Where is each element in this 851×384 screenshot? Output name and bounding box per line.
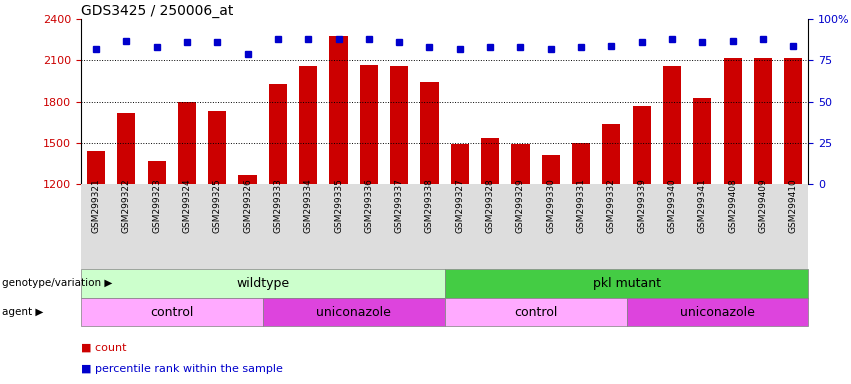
Text: GDS3425 / 250006_at: GDS3425 / 250006_at: [81, 4, 233, 18]
Text: uniconazole: uniconazole: [317, 306, 391, 318]
Bar: [451, 144, 469, 184]
Bar: [694, 98, 711, 184]
Bar: [329, 36, 347, 184]
Bar: [723, 58, 742, 184]
Bar: [87, 151, 105, 184]
Text: ■ count: ■ count: [81, 343, 126, 353]
Bar: [208, 111, 226, 184]
Bar: [784, 58, 802, 184]
Text: agent ▶: agent ▶: [2, 307, 43, 317]
Text: uniconazole: uniconazole: [680, 306, 755, 318]
Bar: [238, 175, 257, 184]
Bar: [603, 124, 620, 184]
Bar: [632, 106, 651, 184]
Bar: [360, 65, 378, 184]
Bar: [178, 102, 196, 184]
Bar: [299, 66, 317, 184]
Bar: [269, 84, 287, 184]
Text: genotype/variation ▶: genotype/variation ▶: [2, 278, 112, 288]
Bar: [572, 143, 590, 184]
Bar: [481, 137, 500, 184]
Text: control: control: [150, 306, 193, 318]
Bar: [511, 144, 529, 184]
Bar: [663, 66, 681, 184]
Text: pkl mutant: pkl mutant: [592, 277, 660, 290]
Bar: [754, 58, 772, 184]
Bar: [117, 113, 135, 184]
Bar: [147, 161, 166, 184]
Text: ■ percentile rank within the sample: ■ percentile rank within the sample: [81, 364, 283, 374]
Text: wildtype: wildtype: [237, 277, 289, 290]
Text: control: control: [514, 306, 557, 318]
Bar: [390, 66, 408, 184]
Bar: [541, 156, 560, 184]
Bar: [420, 83, 438, 184]
